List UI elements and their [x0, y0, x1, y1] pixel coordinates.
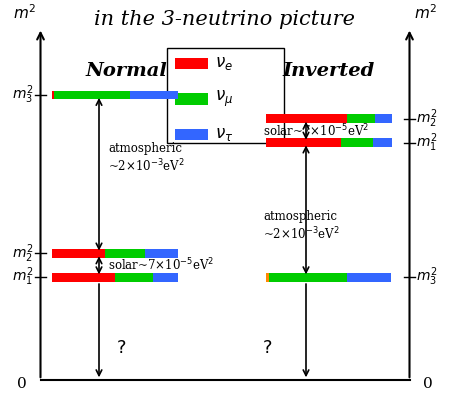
Bar [130, 91, 178, 99]
Text: ?: ? [117, 339, 126, 358]
Text: $\nu_\mu$: $\nu_\mu$ [215, 89, 233, 109]
Bar [347, 273, 392, 282]
Text: Inverted: Inverted [283, 62, 374, 80]
Text: 0: 0 [423, 377, 433, 391]
Text: 0: 0 [17, 377, 27, 391]
Bar [373, 138, 392, 147]
Bar [269, 273, 347, 282]
Bar [266, 273, 269, 282]
Bar [341, 138, 373, 147]
Text: solar~7×10$^{-5}$eV$^2$: solar~7×10$^{-5}$eV$^2$ [108, 257, 214, 274]
Text: $\nu_e$: $\nu_e$ [215, 55, 233, 72]
Text: $m_3^2$: $m_3^2$ [12, 84, 34, 107]
Bar [266, 114, 347, 123]
Bar [175, 93, 208, 105]
Bar [145, 249, 178, 258]
Text: $\nu_\tau$: $\nu_\tau$ [215, 126, 234, 143]
Bar [175, 129, 208, 140]
Bar [54, 91, 130, 99]
Bar [105, 249, 145, 258]
Bar [153, 273, 178, 282]
Text: $m_3^2$: $m_3^2$ [416, 266, 438, 289]
Bar [52, 249, 105, 258]
Text: $m_1^2$: $m_1^2$ [416, 131, 438, 154]
Bar [375, 114, 392, 123]
Bar [347, 114, 375, 123]
Bar [175, 58, 208, 69]
Bar [52, 91, 54, 99]
Bar [166, 48, 284, 143]
Bar [52, 273, 115, 282]
Text: ?: ? [263, 339, 273, 358]
Text: atmospheric
~2×10$^{-3}$eV$^2$: atmospheric ~2×10$^{-3}$eV$^2$ [108, 142, 184, 175]
Text: $m^2$: $m^2$ [13, 3, 36, 22]
Text: atmospheric
~2×10$^{-3}$eV$^2$: atmospheric ~2×10$^{-3}$eV$^2$ [263, 209, 340, 242]
Text: solar~7×10$^{-5}$eV$^2$: solar~7×10$^{-5}$eV$^2$ [263, 122, 369, 139]
Text: $m_1^2$: $m_1^2$ [12, 266, 34, 289]
Text: in the 3-neutrino picture: in the 3-neutrino picture [94, 10, 356, 29]
Text: $m^2$: $m^2$ [414, 3, 437, 22]
Text: $m_2^2$: $m_2^2$ [416, 107, 438, 130]
Bar [115, 273, 153, 282]
Text: Normal: Normal [85, 62, 167, 80]
Bar [266, 138, 341, 147]
Text: $m_2^2$: $m_2^2$ [12, 242, 34, 265]
